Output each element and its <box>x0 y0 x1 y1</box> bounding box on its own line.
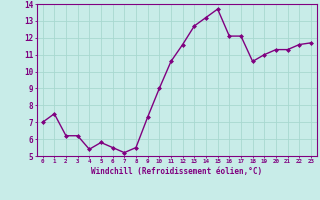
X-axis label: Windchill (Refroidissement éolien,°C): Windchill (Refroidissement éolien,°C) <box>91 167 262 176</box>
